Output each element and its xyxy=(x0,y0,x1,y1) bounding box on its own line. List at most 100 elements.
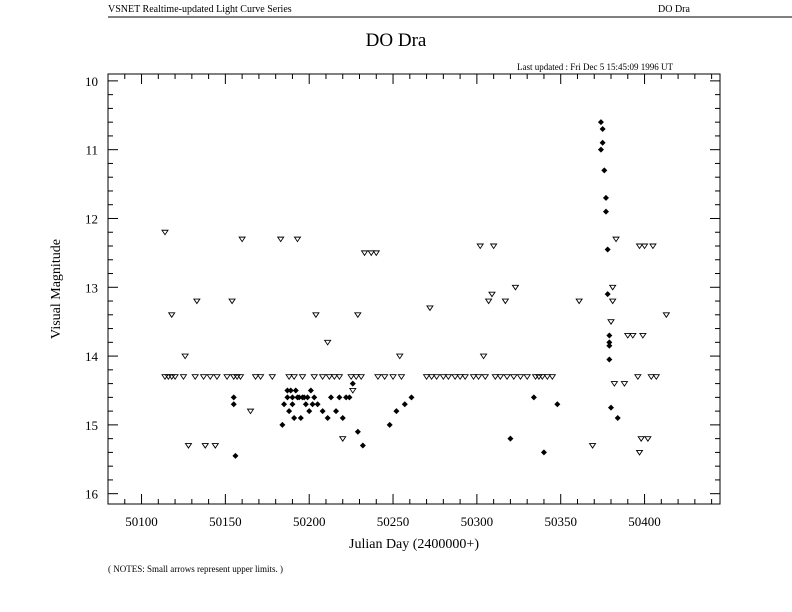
upper-limit-marker xyxy=(323,339,332,346)
upper-limit-marker xyxy=(649,243,657,250)
upper-limit-marker xyxy=(238,236,246,243)
upper-limit-marker xyxy=(628,332,637,339)
observation-point xyxy=(336,394,343,401)
upper-limit-marker xyxy=(538,374,547,381)
chart-title: DO Dra xyxy=(365,30,427,51)
upper-limit-marker xyxy=(298,374,307,381)
upper-limit-marker xyxy=(461,374,469,381)
upper-limit-marker xyxy=(476,243,485,250)
upper-limit-marker xyxy=(276,236,285,243)
upper-limit-marker xyxy=(474,374,483,381)
observation-point xyxy=(333,408,340,415)
upper-limit-marker xyxy=(634,374,642,381)
upper-limit-marker xyxy=(479,353,488,360)
x-tick-label: 50100 xyxy=(125,514,158,529)
last-updated-text: Last updated : Fri Dec 5 15:45:09 1996 U… xyxy=(517,62,673,72)
upper-limit-marker xyxy=(422,374,431,381)
upper-limit-marker xyxy=(439,374,448,381)
upper-limit-marker xyxy=(179,374,188,381)
observation-point xyxy=(606,332,613,339)
y-axis-label: Visual Magnitude xyxy=(49,239,64,339)
upper-limit-marker xyxy=(201,443,210,449)
upper-limit-marker xyxy=(395,353,404,360)
x-tick-label: 50200 xyxy=(293,514,326,529)
upper-limit-marker xyxy=(484,298,493,305)
observation-point xyxy=(281,401,288,408)
x-tick-label: 50350 xyxy=(544,514,577,529)
observation-point xyxy=(230,401,237,408)
upper-limit-marker xyxy=(639,332,647,339)
observation-point xyxy=(401,401,408,408)
upper-limit-marker xyxy=(352,374,360,381)
observation-point xyxy=(604,291,611,298)
observation-point xyxy=(530,394,537,401)
observation-point xyxy=(597,146,604,153)
axis-ticks xyxy=(107,74,720,504)
upper-limit-marker xyxy=(206,374,215,381)
observation-point xyxy=(346,394,353,401)
upper-limit-marker xyxy=(612,236,620,243)
upper-limit-marker xyxy=(199,374,208,381)
upper-limit-marker xyxy=(310,374,319,381)
y-tick-label: 10 xyxy=(85,74,98,89)
upper-limit-marker xyxy=(575,298,583,305)
y-tick-label: 15 xyxy=(85,418,98,433)
upper-limit-marker xyxy=(335,374,344,381)
upper-limit-marker xyxy=(588,443,597,449)
upper-limit-marker xyxy=(348,388,357,394)
upper-limit-marker xyxy=(285,374,293,381)
upper-limit-marker xyxy=(488,291,496,298)
observation-point xyxy=(292,387,299,394)
upper-limit-marker xyxy=(211,443,220,449)
upper-limit-marker xyxy=(652,374,661,381)
upper-limit-marker xyxy=(432,374,441,381)
upper-limit-marker xyxy=(374,374,382,381)
observation-point xyxy=(349,380,356,387)
upper-limit-marker xyxy=(360,250,369,257)
tick-labels: 50100 50150 50200 50250 50300 50350 50400 10 11 1… xyxy=(85,74,661,529)
upper-limit-marker xyxy=(397,374,406,381)
upper-limit-marker xyxy=(509,374,518,381)
upper-limit-marker xyxy=(223,374,231,381)
observation-point xyxy=(408,394,415,401)
upper-limit-marker xyxy=(640,243,649,250)
observation-point xyxy=(608,404,615,411)
observation-point xyxy=(230,394,237,401)
upper-limit-marker xyxy=(623,332,632,339)
upper-limit-marker xyxy=(161,229,169,236)
upper-limit-marker xyxy=(644,436,652,442)
observation-point xyxy=(309,401,316,408)
upper-limit-marker xyxy=(367,250,376,257)
upper-limit-marker xyxy=(293,236,302,243)
observation-point xyxy=(284,394,291,401)
observation-point xyxy=(291,415,298,421)
observation-point xyxy=(386,421,393,428)
upper-limit-marker xyxy=(372,250,381,257)
observation-point xyxy=(599,126,606,133)
upper-limit-marker xyxy=(427,374,436,381)
observation-point xyxy=(301,394,308,401)
notes-text: ( NOTES: Small arrows represent upper li… xyxy=(108,564,283,574)
x-tick-label: 50150 xyxy=(209,514,242,529)
data-marks xyxy=(161,119,671,459)
upper-limit-marker xyxy=(496,374,505,381)
observation-point xyxy=(311,394,318,401)
upper-limit-marker xyxy=(184,443,193,449)
observation-point xyxy=(297,415,304,421)
upper-limit-marker xyxy=(312,312,320,319)
upper-limit-marker xyxy=(620,381,629,387)
observation-point xyxy=(554,401,561,408)
observation-point xyxy=(393,408,400,415)
observation-point xyxy=(540,449,547,456)
upper-limit-marker xyxy=(318,374,327,381)
upper-limit-marker xyxy=(610,381,619,387)
upper-limit-marker xyxy=(330,374,339,381)
upper-limit-marker xyxy=(357,374,366,381)
observation-point xyxy=(343,394,350,401)
upper-limit-marker xyxy=(451,374,459,381)
upper-limit-marker xyxy=(469,374,478,381)
upper-limit-marker xyxy=(543,374,552,381)
observation-point xyxy=(614,415,621,421)
upper-limit-marker xyxy=(325,374,334,381)
observation-point xyxy=(602,208,609,215)
